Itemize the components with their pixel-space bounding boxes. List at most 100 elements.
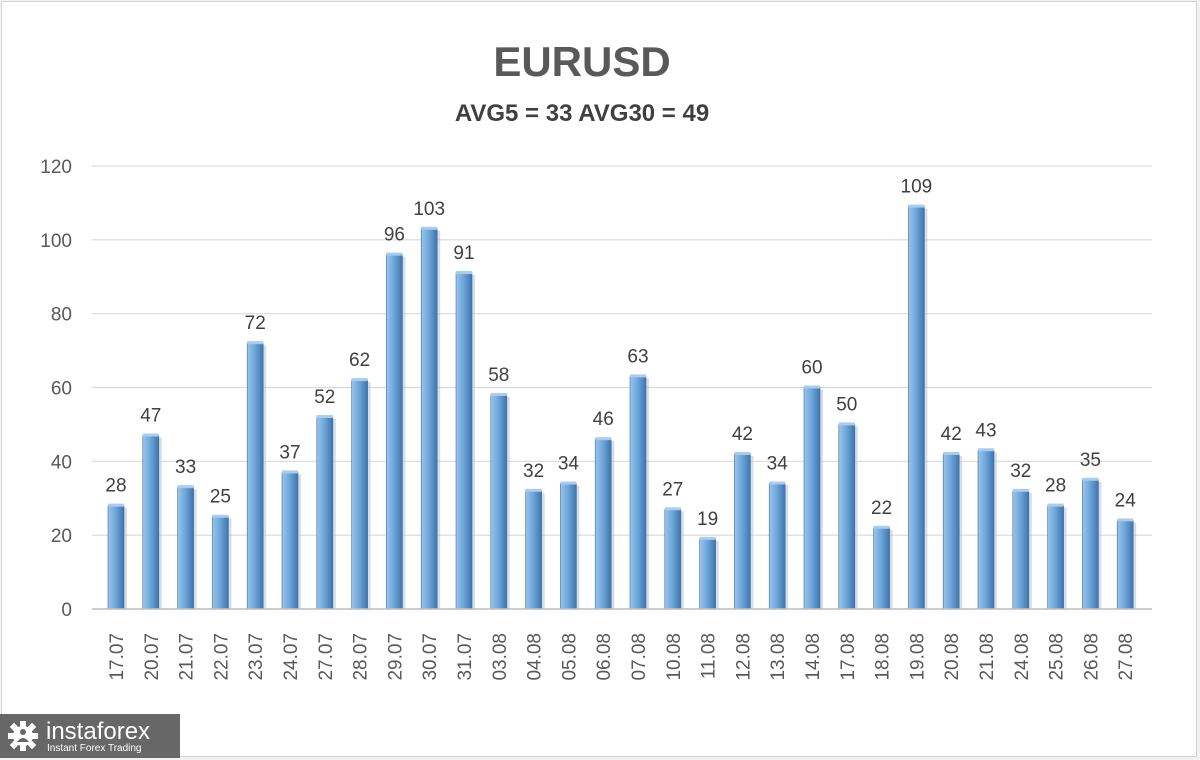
data-label: 42 — [732, 424, 753, 445]
bar — [316, 416, 334, 610]
data-label: 91 — [453, 243, 474, 264]
bar-top — [734, 451, 751, 455]
data-label: 46 — [593, 409, 614, 430]
bar — [1012, 490, 1030, 610]
x-tick-label: 04.08 — [525, 633, 546, 681]
x-tick-label: 23.07 — [246, 633, 267, 681]
bar-top — [699, 536, 716, 540]
data-label: 52 — [314, 387, 335, 408]
bar — [977, 449, 995, 610]
data-label: 43 — [975, 420, 996, 441]
x-tick-label: 24.08 — [1012, 633, 1033, 681]
y-tick-label: 40 — [51, 452, 72, 473]
x-tick-label: 06.08 — [594, 633, 615, 681]
x-tick-label: 11.08 — [699, 633, 720, 679]
bar — [525, 490, 542, 610]
bar — [942, 453, 960, 610]
data-label: 42 — [941, 424, 962, 445]
bar-top — [212, 514, 229, 518]
bar — [699, 538, 716, 610]
data-label: 32 — [1010, 461, 1031, 482]
x-tick-label: 21.07 — [177, 633, 198, 681]
y-tick-label: 20 — [51, 526, 72, 547]
bar — [629, 376, 647, 610]
bar-top — [386, 252, 403, 256]
bar — [734, 453, 751, 610]
data-label: 34 — [767, 453, 789, 474]
x-tick-label: 05.08 — [559, 633, 580, 681]
data-label: 24 — [1115, 490, 1137, 511]
bar — [351, 379, 368, 610]
bar-top — [1047, 503, 1064, 507]
x-tick-label: 18.08 — [873, 633, 894, 681]
data-label: 28 — [1045, 476, 1066, 497]
bar-top — [630, 374, 646, 378]
x-tick-label: 26.08 — [1081, 633, 1102, 681]
data-label: 109 — [901, 177, 933, 198]
bar-top — [560, 481, 577, 485]
x-tick-label: 27.08 — [1116, 633, 1137, 681]
bar-top — [1117, 518, 1134, 522]
data-label: 60 — [801, 358, 822, 379]
bar — [107, 505, 125, 610]
data-label: 37 — [279, 442, 300, 463]
bar-top — [1012, 488, 1029, 492]
instaforex-logo: instaforex Instant Forex Trading — [0, 714, 180, 758]
bar-top — [1082, 477, 1099, 481]
chart-title: EURUSD — [493, 38, 671, 85]
x-tick-label: 29.07 — [385, 633, 406, 681]
bar — [246, 342, 264, 610]
data-label: 47 — [140, 405, 161, 426]
bar-top — [664, 507, 681, 511]
bar — [281, 472, 299, 610]
bar — [768, 483, 786, 610]
data-label: 72 — [245, 313, 266, 334]
x-tick-label: 03.08 — [490, 633, 511, 681]
bar-top — [108, 503, 124, 507]
bar — [490, 394, 508, 610]
bar — [212, 516, 229, 610]
x-tick-label: 20.07 — [142, 633, 163, 681]
x-tick-label: 22.07 — [211, 633, 232, 681]
bar — [386, 254, 403, 610]
bar-top — [421, 226, 438, 230]
data-label: 96 — [384, 225, 405, 246]
bar-top — [769, 481, 786, 485]
x-tick-label: 20.08 — [942, 633, 963, 681]
bar-top — [142, 433, 159, 437]
data-label: 33 — [175, 457, 196, 478]
x-tick-label: 27.07 — [316, 633, 337, 681]
data-label: 27 — [662, 479, 683, 500]
bar-top — [351, 378, 368, 382]
bar-top — [490, 392, 507, 396]
bar — [177, 486, 194, 610]
bar — [1047, 505, 1064, 610]
data-label: 22 — [871, 498, 892, 519]
x-tick-label: 17.08 — [838, 633, 859, 681]
y-tick-label: 120 — [40, 157, 72, 178]
y-tick-label: 0 — [61, 600, 72, 621]
x-tick-label: 24.07 — [281, 633, 302, 681]
bar-top — [978, 448, 994, 452]
bar-top — [908, 204, 925, 208]
bar — [594, 438, 612, 610]
y-tick-label: 100 — [40, 231, 72, 252]
bar — [1116, 520, 1134, 610]
x-tick-label: 10.08 — [664, 633, 685, 681]
bar — [873, 527, 890, 610]
data-label: 62 — [349, 350, 370, 371]
bar — [664, 509, 682, 610]
brand-name: instaforex — [46, 718, 151, 745]
bar — [803, 387, 821, 610]
bar-chart: 0 20 40 60 80 100 120 28 17.07 47 20.07 33 21.07 25 22… — [40, 157, 1152, 681]
x-tick-label: 28.07 — [351, 633, 372, 681]
bar-top — [804, 385, 820, 389]
bar-top — [247, 341, 264, 345]
data-label: 58 — [488, 365, 509, 386]
bar-top — [595, 437, 612, 441]
x-tick-label: 12.08 — [733, 633, 754, 681]
data-label: 34 — [558, 453, 580, 474]
data-label: 28 — [105, 476, 126, 497]
bar — [560, 483, 577, 610]
bar — [455, 272, 473, 610]
